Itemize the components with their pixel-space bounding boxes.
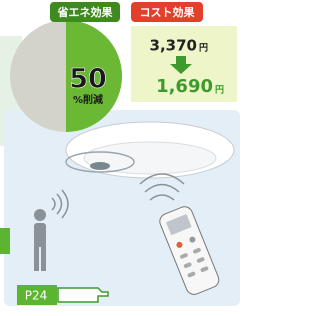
- cost-after: 1,690: [156, 76, 213, 97]
- page: 50 %削減 省エネ効果 コスト効果 3,370 円 1,690 円 P24: [0, 0, 240, 316]
- light-sensor: [90, 162, 110, 170]
- side-tab: [0, 228, 10, 254]
- cost-before-unit: 円: [199, 43, 208, 54]
- pie-value: 50: [69, 64, 107, 95]
- pie-unit: %削減: [73, 93, 103, 106]
- saving-badge-text: 省エネ効果: [57, 5, 113, 19]
- page-ref: P24: [25, 289, 48, 303]
- cost-before: 3,370: [150, 37, 197, 55]
- cost-after-unit: 円: [215, 85, 224, 96]
- cost-badge-text: コスト効果: [140, 5, 195, 19]
